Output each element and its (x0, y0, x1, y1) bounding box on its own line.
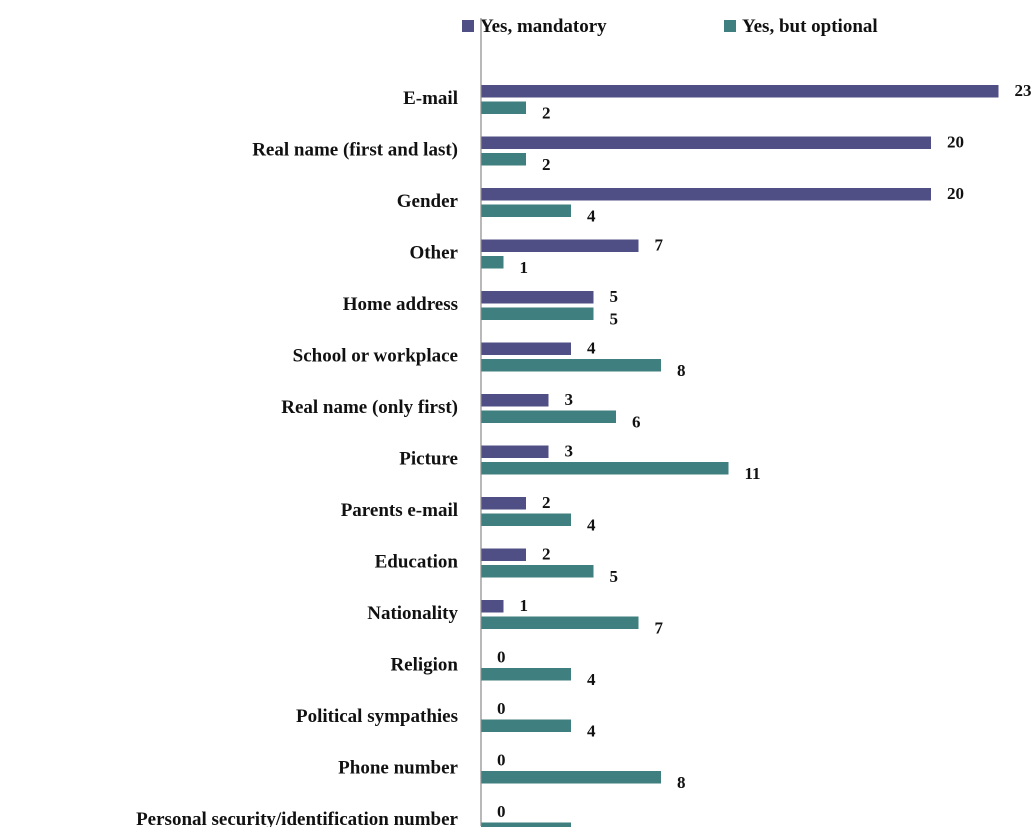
category-label: Home address (343, 294, 458, 315)
value-label-mandatory: 5 (610, 287, 619, 306)
value-label-optional: 4 (587, 722, 596, 741)
category-label: Nationality (367, 603, 458, 624)
legend: Yes, mandatory Yes, but optional (462, 16, 878, 37)
bar-optional (481, 565, 594, 578)
value-label-mandatory: 4 (587, 339, 596, 358)
bar-mandatory (481, 342, 571, 355)
value-label-optional: 1 (520, 258, 529, 277)
value-label-mandatory: 7 (655, 236, 664, 255)
category-label: Real name (only first) (281, 397, 458, 418)
bars-group (481, 85, 999, 827)
bar-optional (481, 307, 594, 320)
bar-mandatory (481, 291, 594, 304)
bar-mandatory (481, 136, 931, 149)
value-label-mandatory: 0 (497, 648, 506, 667)
value-label-mandatory: 0 (497, 751, 506, 770)
value-label-optional: 7 (655, 619, 664, 638)
bar-mandatory (481, 394, 549, 407)
value-label-mandatory: 3 (565, 390, 574, 409)
bar-optional (481, 668, 571, 681)
bar-mandatory (481, 188, 931, 201)
bar-optional (481, 771, 661, 784)
bar-optional (481, 256, 504, 269)
value-label-optional: 6 (632, 413, 641, 432)
category-label: Religion (390, 655, 458, 676)
legend-mandatory-label: Yes, mandatory (480, 16, 607, 37)
bar-mandatory (481, 548, 526, 561)
legend-mandatory-swatch (462, 20, 474, 32)
value-label-optional: 4 (587, 825, 596, 827)
bar-mandatory (481, 497, 526, 510)
legend-optional-swatch (724, 20, 736, 32)
value-label-optional: 4 (587, 670, 596, 689)
bar-optional (481, 101, 526, 114)
value-label-optional: 8 (677, 773, 686, 792)
bar-optional (481, 513, 571, 526)
value-label-mandatory: 23 (1015, 81, 1032, 100)
value-label-optional: 4 (587, 207, 596, 226)
bar-mandatory (481, 85, 999, 98)
value-label-mandatory: 0 (497, 699, 506, 718)
bar-optional (481, 204, 571, 217)
category-label: Picture (399, 449, 458, 470)
value-label-mandatory: 1 (520, 596, 529, 615)
category-label: Education (375, 552, 459, 573)
bar-optional (481, 410, 616, 423)
bar-mandatory (481, 239, 639, 252)
bar-optional (481, 719, 571, 732)
value-label-mandatory: 2 (542, 545, 551, 564)
value-label-optional: 5 (610, 567, 619, 586)
category-label: Gender (397, 191, 459, 212)
category-label: Parents e-mail (341, 500, 458, 521)
value-label-mandatory: 2 (542, 493, 551, 512)
value-label-optional: 8 (677, 361, 686, 380)
value-label-mandatory: 0 (497, 802, 506, 821)
category-label: E-mail (403, 88, 458, 109)
bar-mandatory (481, 445, 549, 458)
bar-optional (481, 616, 639, 629)
value-label-optional: 2 (542, 155, 551, 174)
value-label-mandatory: 20 (947, 184, 964, 203)
value-label-optional: 2 (542, 104, 551, 123)
bar-optional (481, 153, 526, 166)
value-label-optional: 11 (745, 464, 761, 483)
category-labels: E-mail Real name (first and last) Gender Ot… (136, 88, 458, 827)
category-label: Other (409, 243, 458, 264)
bar-optional (481, 462, 729, 475)
bar-optional (481, 822, 571, 827)
value-label-mandatory: 20 (947, 133, 964, 152)
category-label: Political sympathies (296, 706, 458, 727)
value-label-optional: 5 (610, 310, 619, 329)
legend-optional-label: Yes, but optional (742, 16, 878, 37)
value-labels: 2322022047155483631124251704040804 (497, 81, 1032, 827)
bar-optional (481, 359, 661, 372)
category-label: Phone number (338, 758, 458, 779)
category-label: Personal security/identification number (136, 809, 458, 827)
category-label: Real name (first and last) (252, 140, 458, 161)
value-label-mandatory: 3 (565, 442, 574, 461)
bar-mandatory (481, 600, 504, 613)
value-label-optional: 4 (587, 516, 596, 535)
category-label: School or workplace (293, 346, 458, 367)
